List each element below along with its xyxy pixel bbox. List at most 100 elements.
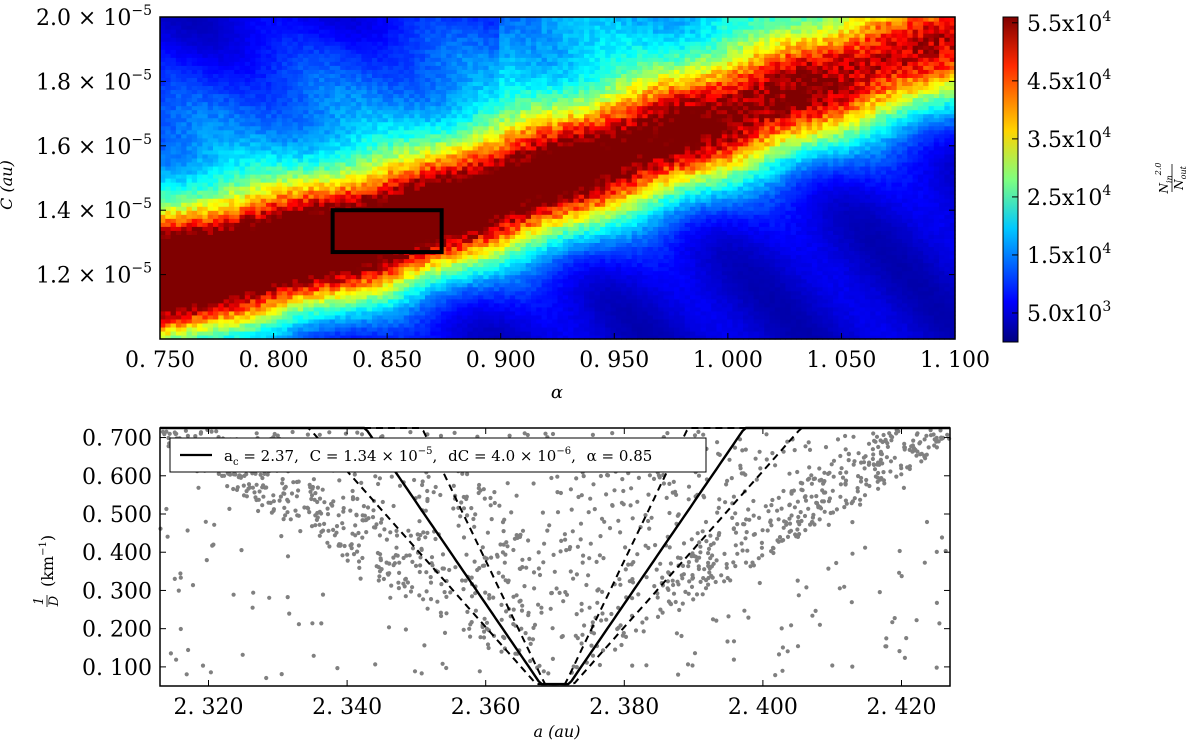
heatmap-cell — [160, 110, 166, 115]
heatmap-cell — [314, 226, 320, 231]
heatmap-cell — [414, 166, 420, 171]
heatmap-cell — [240, 158, 246, 163]
heatmap-cell — [165, 134, 171, 139]
heatmap-cell — [218, 57, 224, 62]
heatmap-cell — [303, 226, 309, 231]
heatmap-cell — [266, 222, 272, 227]
heatmap-cell — [436, 279, 442, 284]
heatmap-cell — [467, 162, 473, 167]
heatmap-cell — [202, 210, 208, 215]
heatmap-cell — [271, 45, 277, 50]
heatmap-cell — [399, 190, 405, 195]
heatmap-cell — [367, 21, 373, 26]
heatmap-cell — [176, 331, 182, 336]
heatmap-cell — [388, 114, 394, 119]
heatmap-cell — [266, 279, 272, 284]
heatmap-cell — [335, 238, 341, 243]
heatmap-cell — [404, 295, 410, 300]
heatmap-cell — [287, 198, 293, 203]
heatmap-cell — [314, 93, 320, 98]
heatmap-cell — [414, 178, 420, 183]
heatmap-cell — [483, 190, 489, 195]
heatmap-cell — [430, 307, 436, 312]
heatmap-cell — [271, 238, 277, 243]
heatmap-cell — [367, 65, 373, 70]
heatmap-cell — [266, 21, 272, 26]
heatmap-cell — [367, 275, 373, 280]
heatmap-cell — [303, 154, 309, 159]
heatmap-cell — [202, 198, 208, 203]
heatmap-cell — [462, 158, 468, 163]
heatmap-cell — [356, 69, 362, 74]
heatmap-cell — [457, 134, 463, 139]
heatmap-cell — [266, 210, 272, 215]
heatmap-cell — [409, 106, 415, 111]
heatmap-cell — [462, 33, 468, 38]
heatmap-cell — [202, 327, 208, 332]
heatmap-cell — [261, 130, 267, 135]
heatmap-cell — [409, 311, 415, 316]
heatmap-cell — [446, 37, 452, 42]
heatmap-cell — [351, 89, 357, 94]
heatmap-cell — [409, 130, 415, 135]
heatmap-cell — [229, 271, 235, 276]
heatmap-cell — [208, 158, 214, 163]
heatmap-cell — [261, 85, 267, 90]
heatmap-cell — [250, 246, 256, 251]
heatmap-cell — [293, 98, 299, 103]
heatmap-cell — [176, 250, 182, 255]
heatmap-cell — [351, 307, 357, 312]
heatmap-cell — [319, 275, 325, 280]
heatmap-cell — [319, 126, 325, 131]
heatmap-cell — [335, 315, 341, 320]
heatmap-cell — [393, 214, 399, 219]
heatmap-cell — [271, 307, 277, 312]
heatmap-cell — [314, 110, 320, 115]
heatmap-cell — [287, 299, 293, 304]
heatmap-cell — [467, 53, 473, 58]
heatmap-cell — [181, 134, 187, 139]
heatmap-cell — [414, 242, 420, 247]
heatmap-cell — [483, 315, 489, 320]
heatmap-cell — [420, 134, 426, 139]
heatmap-cell — [282, 41, 288, 46]
heatmap-cell — [388, 218, 394, 223]
heatmap-cell — [420, 214, 426, 219]
heatmap-cell — [266, 263, 272, 268]
heatmap-cell — [314, 254, 320, 259]
heatmap-cell — [245, 102, 251, 107]
heatmap-cell — [240, 162, 246, 167]
heatmap-cell — [414, 226, 420, 231]
heatmap-cell — [330, 271, 336, 276]
heatmap-cell — [436, 275, 442, 280]
heatmap-cell — [372, 186, 378, 191]
heatmap-cell — [208, 21, 214, 26]
heatmap-cell — [335, 69, 341, 74]
heatmap-cell — [393, 311, 399, 316]
heatmap-cell — [367, 238, 373, 243]
heatmap-cell — [356, 122, 362, 127]
heatmap-cell — [414, 230, 420, 235]
heatmap-cell — [346, 21, 352, 26]
heatmap-cell — [202, 166, 208, 171]
heatmap-cell — [240, 170, 246, 175]
heatmap-cell — [346, 295, 352, 300]
heatmap-cell — [473, 114, 479, 119]
heatmap-cell — [425, 174, 431, 179]
heatmap-cell — [250, 210, 256, 215]
heatmap-cell — [229, 134, 235, 139]
heatmap-cell — [478, 206, 484, 211]
heatmap-cell — [229, 263, 235, 268]
heatmap-cell — [330, 283, 336, 288]
heatmap-cell — [298, 246, 304, 251]
heatmap-cell — [367, 122, 373, 127]
heatmap-cell — [425, 299, 431, 304]
heatmap-cell — [324, 206, 330, 211]
heatmap-cell — [324, 77, 330, 82]
heatmap-cell — [266, 295, 272, 300]
heatmap-cell — [489, 287, 495, 292]
heatmap-cell — [367, 174, 373, 179]
heatmap-cell — [308, 146, 314, 151]
heatmap-cell — [255, 49, 261, 54]
heatmap-cell — [202, 89, 208, 94]
